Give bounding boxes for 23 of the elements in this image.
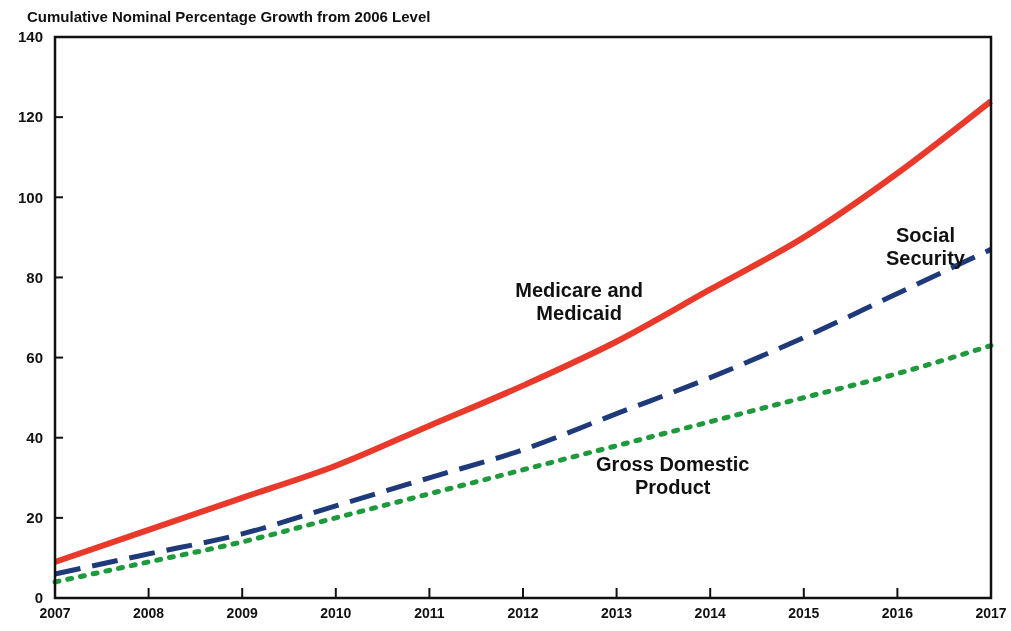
y-tick-label: 140 — [17, 28, 43, 46]
x-tick-label: 2008 — [133, 605, 165, 621]
y-tick-label: 20 — [26, 509, 43, 527]
y-tick-label: 120 — [17, 108, 43, 126]
x-tick-label: 2009 — [226, 605, 258, 621]
x-tick-label: 2012 — [507, 605, 539, 621]
y-tick-label: 60 — [26, 348, 43, 366]
y-tick-label: 0 — [34, 589, 43, 607]
y-tick-label: 80 — [26, 268, 43, 286]
x-tick-label: 2007 — [39, 605, 71, 621]
y-tick-label: 100 — [17, 188, 43, 206]
x-tick-label: 2014 — [694, 605, 726, 621]
x-tick-label: 2010 — [320, 605, 352, 621]
series-label: Social Security — [886, 224, 966, 270]
y-tick-label: 40 — [26, 428, 43, 446]
series-label: Gross Domestic Product — [596, 453, 750, 499]
x-tick-label: 2017 — [975, 605, 1007, 621]
x-tick-label: 2015 — [788, 605, 820, 621]
chart-title: Cumulative Nominal Percentage Growth from 2006 Level — [27, 8, 431, 25]
x-tick-label: 2011 — [414, 605, 445, 621]
x-tick-label: 2013 — [601, 605, 633, 621]
series-label: Medicare and Medicaid — [515, 279, 644, 325]
x-tick-label: 2016 — [881, 605, 914, 621]
